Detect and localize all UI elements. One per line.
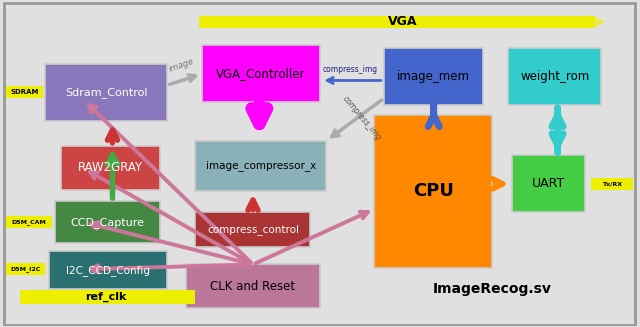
Text: VGA_Controller: VGA_Controller <box>216 67 306 80</box>
FancyBboxPatch shape <box>374 115 492 268</box>
FancyBboxPatch shape <box>195 212 310 247</box>
Text: compress_img: compress_img <box>323 65 378 74</box>
FancyBboxPatch shape <box>6 264 45 275</box>
Text: image: image <box>168 57 195 74</box>
FancyBboxPatch shape <box>384 48 483 105</box>
FancyBboxPatch shape <box>591 178 633 190</box>
Text: VGA: VGA <box>388 15 418 28</box>
Text: CCD_Capture: CCD_Capture <box>70 217 145 228</box>
Text: RAW2GRAY: RAW2GRAY <box>78 161 143 174</box>
FancyBboxPatch shape <box>6 216 52 228</box>
Text: D5M_CAM: D5M_CAM <box>12 219 46 225</box>
Text: UART: UART <box>532 177 565 190</box>
FancyBboxPatch shape <box>186 265 320 308</box>
Text: ImageRecog.sv: ImageRecog.sv <box>433 282 552 296</box>
FancyBboxPatch shape <box>55 201 161 243</box>
Text: weight_rom: weight_rom <box>520 70 589 83</box>
Text: I2C_CCD_Config: I2C_CCD_Config <box>66 265 150 276</box>
Text: D5M_I2C: D5M_I2C <box>10 267 41 272</box>
FancyBboxPatch shape <box>6 86 43 98</box>
Text: compress_img: compress_img <box>340 94 383 142</box>
Text: CPU: CPU <box>413 182 454 200</box>
Text: Sdram_Control: Sdram_Control <box>65 87 147 98</box>
Text: image_mem: image_mem <box>397 70 470 83</box>
Text: ref_clk: ref_clk <box>85 292 127 302</box>
Text: Tx/RX: Tx/RX <box>602 181 622 186</box>
Text: image_compressor_x: image_compressor_x <box>206 161 316 171</box>
FancyBboxPatch shape <box>49 251 167 289</box>
FancyBboxPatch shape <box>195 141 326 191</box>
FancyBboxPatch shape <box>202 45 320 102</box>
Text: compress_control: compress_control <box>207 224 299 235</box>
FancyBboxPatch shape <box>511 155 585 212</box>
FancyBboxPatch shape <box>20 290 195 304</box>
Text: SDRAM: SDRAM <box>11 89 39 95</box>
FancyBboxPatch shape <box>61 146 161 190</box>
Text: CLK and Reset: CLK and Reset <box>211 280 296 293</box>
FancyBboxPatch shape <box>4 3 635 325</box>
FancyBboxPatch shape <box>198 16 595 28</box>
FancyBboxPatch shape <box>508 48 601 105</box>
FancyBboxPatch shape <box>45 64 167 121</box>
